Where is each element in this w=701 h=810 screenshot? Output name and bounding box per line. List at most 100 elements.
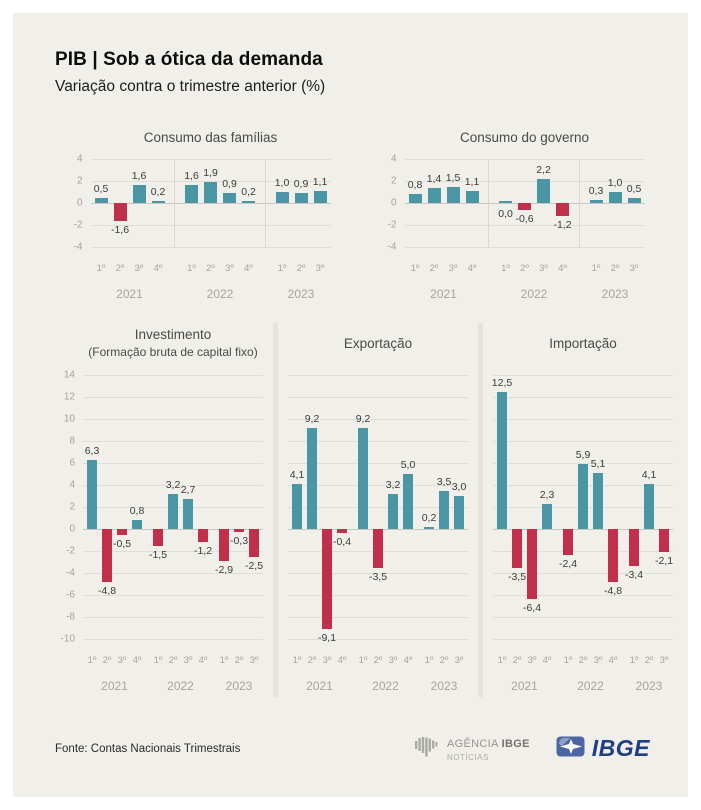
agencia-noticias-word: NOTÍCIAS <box>447 752 489 762</box>
bar-value-label: -2,5 <box>244 559 264 572</box>
plot-area: 4,1 1º 9,2 2º -9,1 3º -0,4 4º 2021 9,2 1º -3,5 2º 3,2… <box>288 375 468 693</box>
bar-value-label: 0,2 <box>421 511 437 524</box>
year-label: 2021 <box>511 679 538 693</box>
bar <box>292 483 302 529</box>
bar-value-label: 5,9 <box>575 449 591 462</box>
quarter-label: 2º <box>578 655 588 666</box>
quarter-label: 2º <box>512 655 522 666</box>
year-group-2023: -3,4 1º 4,1 2º -2,1 3º 2023 <box>625 375 673 693</box>
bar-value-label: 9,2 <box>304 412 320 425</box>
bar <box>408 194 422 203</box>
bar-cell: 5,9 2º <box>575 375 591 666</box>
bar-cell: -0,4 4º <box>333 375 351 666</box>
gridline <box>90 247 331 248</box>
quarter-label: 4º <box>198 655 208 666</box>
quarter-label: 2º <box>610 263 620 274</box>
year-label: 2022 <box>372 679 399 693</box>
bar-value-label: 5,1 <box>590 457 606 470</box>
bar-cell: -1,6 2º <box>111 159 129 274</box>
gridline <box>288 375 468 376</box>
y-tick-label: 12 <box>63 391 75 403</box>
bar <box>102 529 112 582</box>
bar <box>322 529 332 630</box>
bar-cell: -2,1 3º <box>655 375 673 666</box>
gridline <box>493 529 673 530</box>
y-tick-label: 2 <box>69 501 75 513</box>
bar-value-label: 12,5 <box>491 376 513 389</box>
ibge-logo: IBGE <box>556 735 650 763</box>
quarter-label: 4º <box>558 263 567 274</box>
bar <box>358 427 368 529</box>
bar-cell: 0,9 2º <box>294 159 309 274</box>
year-separator <box>488 159 490 247</box>
y-tick-label: -4 <box>387 241 397 253</box>
bar <box>537 178 550 203</box>
bar-cell: -3,4 1º <box>625 375 643 666</box>
quarter-label: 1º <box>219 655 229 666</box>
gridline <box>83 441 263 442</box>
bar <box>294 193 308 203</box>
bar <box>153 529 163 546</box>
footer: Fonte: Contas Nacionais Trimestrais <box>55 733 650 764</box>
bar-cell: -4,8 4º <box>604 375 622 666</box>
bar <box>183 499 193 529</box>
gridline <box>83 595 263 596</box>
year-group-2021: 12,5 1º -3,5 2º -6,4 3º 2,3 4º 2021 <box>492 375 555 694</box>
bar-value-label: 0,8 <box>129 505 145 518</box>
bottom-charts-row: Investimento (Formação bruta de capital … <box>55 323 673 697</box>
bar <box>234 529 244 533</box>
year-group-2023: 0,3 1º 1,0 2º 0,5 3º 2023 <box>589 159 642 301</box>
bar-cell: -3,5 2º <box>508 375 526 666</box>
gridline <box>83 397 263 398</box>
bar <box>644 483 654 529</box>
bar-value-label: -2,9 <box>214 563 234 576</box>
bar <box>512 529 522 568</box>
gridline <box>288 639 468 640</box>
chart-consumo-do-governo: Consumo do governo 4 2 0 -2 -4 0,8 1º 1,4 2º 1,5… <box>375 130 645 305</box>
bar-value-label: 1,6 <box>131 170 147 183</box>
quarter-label: 3º <box>225 263 234 274</box>
bar-value-label: 4,1 <box>289 468 305 481</box>
bar-value-label: 0,2 <box>241 185 256 198</box>
bar <box>313 190 327 203</box>
y-tick-label: 2 <box>390 175 397 187</box>
bar-cell: 1,1 4º <box>465 159 480 274</box>
panel-divider <box>478 323 483 697</box>
gridline <box>404 159 645 160</box>
bar-cell: -0,6 2º <box>515 159 534 274</box>
bar-cell: 9,2 1º <box>355 375 371 666</box>
bar-value-label: 1,0 <box>607 177 623 189</box>
bar-value-label: -2,4 <box>558 558 578 571</box>
bar-value-label: 5,0 <box>400 459 416 471</box>
logos: AGÊNCIA IBGE NOTÍCIAS IBGE <box>413 733 650 764</box>
year-group-2021: 0,8 1º 1,4 2º 1,5 3º 1,1 4º 2021 <box>408 159 480 302</box>
gridline <box>90 203 331 204</box>
gridline <box>493 375 673 376</box>
bar <box>446 186 460 203</box>
y-tick-label: 4 <box>76 153 83 165</box>
bar <box>151 200 165 203</box>
bar-cell: 0,9 3º <box>222 159 237 274</box>
bar <box>87 459 97 529</box>
bar-cell: 4,1 1º <box>289 375 305 666</box>
bar-cell: 3,2 3º <box>386 375 401 666</box>
chart-investimento: Investimento (Formação bruta de capital … <box>55 323 264 697</box>
bar-value-label: -1,5 <box>148 548 168 561</box>
panel-divider <box>273 323 278 697</box>
bar-cell: -9,1 3º <box>318 375 336 666</box>
bar-cell: 3,0 3º <box>452 375 467 666</box>
bar <box>424 526 434 529</box>
bar <box>439 490 449 529</box>
year-label: 2022 <box>206 287 234 301</box>
y-tick-label: 14 <box>63 369 75 381</box>
quarter-label: 3º <box>315 263 325 274</box>
quarter-label: 1º <box>292 655 302 666</box>
y-tick-label: 0 <box>69 523 75 535</box>
bar-groups: 0,8 1º 1,4 2º 1,5 3º 1,1 4º 2021 0,0 1º -0,6 2º 2,2 3º… <box>405 159 645 302</box>
bar-cell: 4,1 2º <box>642 375 657 666</box>
quarter-label: 3º <box>527 655 537 666</box>
bar-cell: 0,0 1º <box>498 159 513 274</box>
bar-value-label: 9,2 <box>355 412 371 425</box>
bar-groups: 6,3 1º -4,8 2º -0,5 3º 0,8 4º 2021 -1,5 1º 3,2 2º 2,7… <box>83 375 264 693</box>
bar <box>629 529 639 567</box>
